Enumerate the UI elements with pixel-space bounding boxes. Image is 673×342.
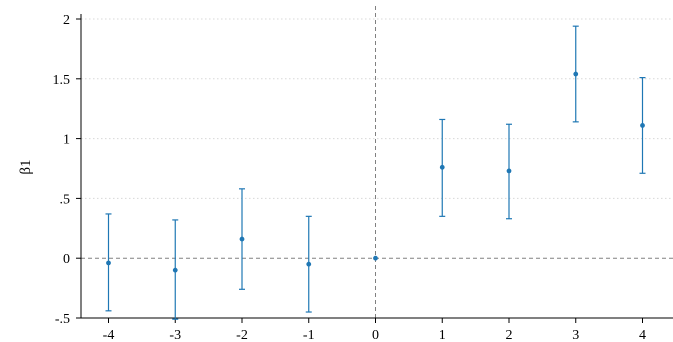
x-tick-label: -4 (103, 328, 115, 342)
x-tick-label: -1 (303, 328, 315, 342)
y-tick-label: .5 (60, 192, 71, 207)
point-estimate (306, 261, 312, 267)
point-estimate (506, 168, 512, 174)
y-tick-label: 2 (63, 13, 70, 28)
gridlines (81, 18, 673, 319)
point-estimate (239, 236, 245, 242)
x-tick-label: 4 (639, 328, 646, 342)
x-tick-label: -2 (236, 328, 248, 342)
reference-lines (81, 6, 673, 318)
y-tick-label: 1 (63, 133, 70, 148)
tick-labels: -.5 0 .5 1 1.5 2 -4 -3 -2 -1 0 1 2 3 4 (53, 13, 647, 342)
y-axis-title: β1 (18, 159, 34, 174)
x-tick-label: 2 (506, 328, 513, 342)
x-tick-label: 1 (439, 328, 446, 342)
y-tick-label: 0 (63, 252, 70, 267)
point-estimate (573, 71, 579, 77)
axes (76, 14, 673, 323)
x-tick-label: -3 (169, 328, 181, 342)
point-estimate (439, 164, 445, 170)
point-estimate (106, 260, 111, 266)
x-tick-label: 0 (372, 328, 379, 342)
x-tick-label: 3 (572, 328, 579, 342)
point-estimate (640, 123, 645, 128)
y-tick-label: 1.5 (53, 73, 71, 88)
y-tick-label: -.5 (55, 312, 70, 327)
point-estimate (373, 255, 378, 261)
point-estimate (172, 267, 178, 273)
point-estimates (106, 71, 645, 273)
